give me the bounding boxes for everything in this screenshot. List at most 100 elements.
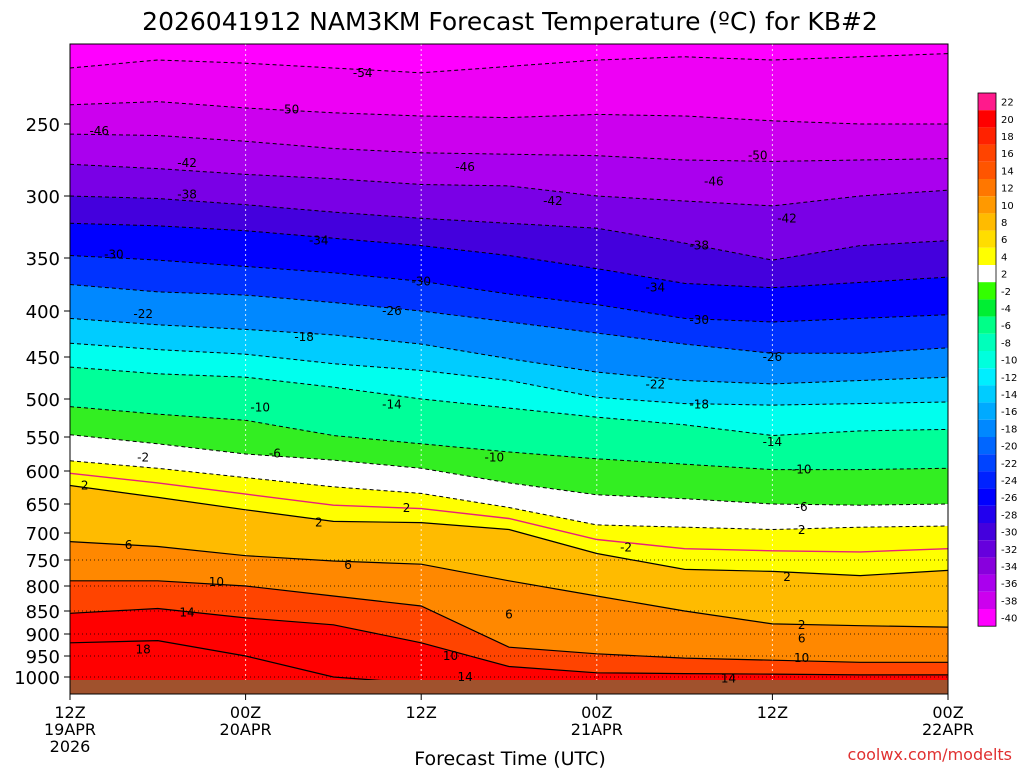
- colorbar-label: -30: [1001, 528, 1017, 539]
- isotherm--30: [70, 255, 948, 323]
- contour-label: 10: [209, 575, 224, 589]
- contour-label: -38: [689, 239, 709, 253]
- colorbar-label: -26: [1001, 493, 1017, 504]
- contour-label: 10: [443, 649, 458, 663]
- colorbar-label: 18: [1001, 132, 1014, 143]
- contour-label: 2: [81, 479, 89, 493]
- x-tick-label: 12Z: [54, 703, 85, 722]
- contour-label: 2: [783, 570, 791, 584]
- colorbar-label: -32: [1001, 545, 1017, 556]
- contour-label: 2: [403, 501, 411, 515]
- y-tick-label: 350: [26, 249, 60, 270]
- y-tick-label: 650: [26, 495, 60, 516]
- colorbar-label: 6: [1001, 235, 1007, 246]
- y-tick-label: 400: [26, 302, 60, 323]
- colorbar-cell: [978, 437, 996, 455]
- y-tick-label: 900: [26, 625, 60, 646]
- colorbar-label: 16: [1001, 149, 1014, 160]
- colorbar-cell: [978, 127, 996, 145]
- colorbar-cell: [978, 419, 996, 437]
- contour-label: -54: [353, 66, 373, 80]
- y-tick-label: 600: [26, 462, 60, 483]
- contour-label: 6: [344, 558, 352, 572]
- colorbar-cell: [978, 368, 996, 386]
- contour-label: 14: [457, 670, 472, 684]
- contour-label: -30: [104, 247, 124, 261]
- colorbar-cell: [978, 144, 996, 162]
- plot-area: -54 -46 -50 -50 -42 -46 -46 -38 -42 -42 -34 -38 -30 -…: [70, 44, 948, 694]
- colorbar-label: -34: [1001, 562, 1017, 573]
- x-tick-label: 21APR: [571, 720, 623, 739]
- colorbar-cell: [978, 385, 996, 403]
- colorbar-label: 2: [1001, 270, 1007, 281]
- contour-label: -42: [777, 211, 797, 225]
- x-tick-label: 20APR: [220, 720, 272, 739]
- contour-label: -14: [382, 397, 402, 411]
- contour-label: -50: [280, 103, 300, 117]
- colorbar-label: -36: [1001, 579, 1017, 590]
- contour-label: -26: [382, 304, 402, 318]
- x-tick-label: 12Z: [406, 703, 437, 722]
- credit-text: coolwx.com/modelts: [848, 745, 1012, 764]
- colorbar-label: -8: [1001, 338, 1011, 349]
- colorbar-cell: [978, 110, 996, 128]
- contour-label: -46: [704, 175, 724, 189]
- colorbar-cell: [978, 402, 996, 420]
- isotherm-10: [70, 580, 948, 663]
- colorbar-label: -18: [1001, 424, 1017, 435]
- colorbar-cell: [978, 574, 996, 592]
- freezing-line: [70, 472, 948, 553]
- y-tick-label: 550: [26, 428, 60, 449]
- contour-labels: -54 -46 -50 -50 -42 -46 -46 -38 -42 -42 -34 -38 -30 -…: [81, 66, 812, 685]
- colorbar-label: -24: [1001, 476, 1017, 487]
- y-tick-label: 1000: [14, 668, 60, 689]
- colorbar-cell: [978, 247, 996, 265]
- contour-label: 14: [179, 605, 194, 619]
- y-tick-label: 950: [26, 647, 60, 668]
- colorbar-label: -12: [1001, 373, 1017, 384]
- colorbar-cell: [978, 196, 996, 214]
- plot-frame: [69, 43, 949, 695]
- colorbar-cell: [978, 523, 996, 541]
- x-tick-label: 00Z: [581, 703, 612, 722]
- colorbar-label: 10: [1001, 201, 1014, 212]
- contour-label: -2: [137, 450, 149, 464]
- colorbar-label: -38: [1001, 596, 1017, 607]
- isotherm--38: [70, 195, 948, 261]
- x-tick-label: 00Z: [230, 703, 261, 722]
- contour-label: -42: [177, 156, 197, 170]
- colorbar-label: -28: [1001, 510, 1017, 521]
- contour-label: -46: [455, 160, 475, 174]
- colorbar-label: 14: [1001, 166, 1014, 177]
- x-tick-label: 12Z: [757, 703, 788, 722]
- colorbar-label: 12: [1001, 184, 1014, 195]
- y-tick-label: 300: [26, 187, 60, 208]
- contour-label: -34: [309, 234, 329, 248]
- contour-label: -18: [294, 330, 314, 344]
- y-tick-label: 250: [26, 115, 60, 136]
- colorbar-label: 8: [1001, 218, 1007, 229]
- y-axis: 2503003504004505005506006507007508008509…: [14, 115, 70, 689]
- colorbar-cell: [978, 333, 996, 351]
- y-tick-label: 450: [26, 348, 60, 369]
- colorbar: 22 20 18 16 14 12 10 8 6 4 2 -2 -4 -6 -8 -10 -12 -14 -16 -1…: [977, 92, 1017, 627]
- contour-label: -50: [748, 149, 768, 163]
- contour-label: -14: [763, 435, 783, 449]
- temperature-bands: [70, 44, 948, 694]
- contour-label: -30: [411, 274, 431, 288]
- colorbar-frame: [977, 92, 997, 627]
- colorbar-cell: [978, 93, 996, 111]
- colorbar-label: -16: [1001, 407, 1017, 418]
- colorbar-cell: [978, 454, 996, 472]
- isotherm--34: [70, 222, 948, 289]
- contour-label: 2: [798, 523, 806, 537]
- contour-label: -34: [646, 281, 666, 295]
- y-tick-label: 750: [26, 551, 60, 572]
- colorbar-cell: [978, 299, 996, 317]
- contour-label: 10: [794, 651, 809, 665]
- colorbar-cell: [978, 316, 996, 334]
- colorbar-cell: [978, 488, 996, 506]
- y-tick-label: 850: [26, 602, 60, 623]
